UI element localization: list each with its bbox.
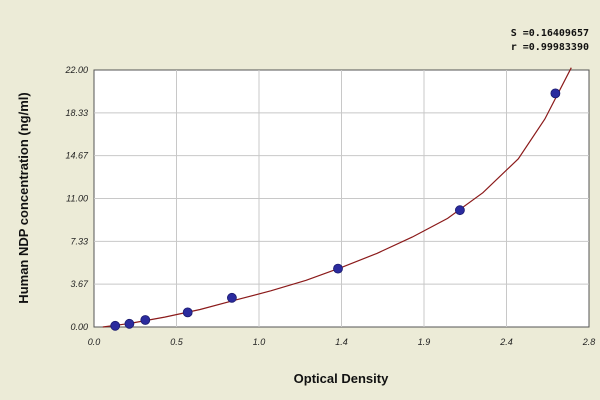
data-point [182,307,193,318]
x-tick-label: 0.5 [170,337,184,347]
y-tick-label: 0.00 [70,322,88,332]
x-tick-label: 2.4 [499,337,513,347]
stat-s: S =0.16409657 [511,28,589,39]
data-point [110,320,121,331]
x-tick-label: 1.0 [253,337,266,347]
x-tick-label: 1.9 [418,337,431,347]
data-point [550,88,561,99]
stat-r: r =0.99983390 [511,42,589,53]
data-point [454,205,465,216]
data-point [124,318,135,329]
y-tick-labels: 0.00 3.67 7.33 11.00 14.67 18.33 22.00 [64,65,89,332]
y-tick-label: 22.00 [64,65,88,75]
data-points [110,88,561,331]
y-axis-title: Human NDP concentration (ng/ml) [16,92,31,303]
y-tick-label: 3.67 [70,279,89,289]
data-point [226,292,237,303]
x-tick-label: 0.0 [88,337,101,347]
x-axis-title: Optical Density [294,371,389,386]
data-point [333,263,343,274]
y-tick-label: 18.33 [65,108,88,118]
grid [94,70,589,327]
data-point [140,315,151,325]
x-tick-label: 1.4 [335,337,348,347]
y-tick-label: 14.67 [65,151,89,161]
y-tick-label: 11.00 [66,194,88,204]
x-tick-label: 2.8 [582,337,596,347]
y-tick-label: 7.33 [70,236,88,246]
x-tick-labels: 0.0 0.5 1.0 1.4 1.9 2.4 2.8 [88,337,596,347]
